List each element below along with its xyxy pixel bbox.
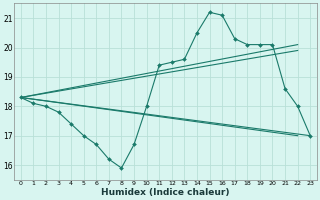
X-axis label: Humidex (Indice chaleur): Humidex (Indice chaleur) — [101, 188, 230, 197]
